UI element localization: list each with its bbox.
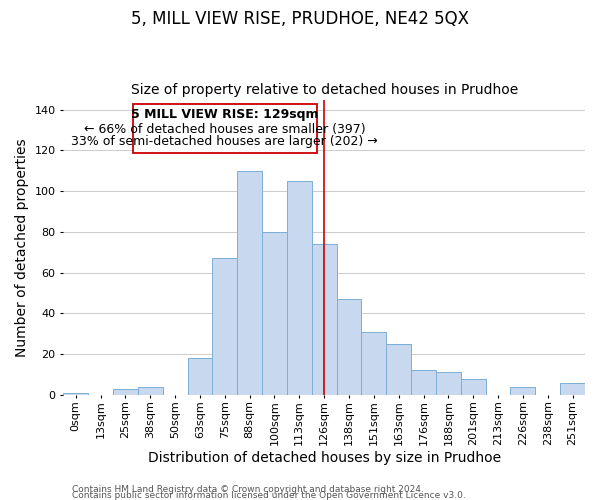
Y-axis label: Number of detached properties: Number of detached properties [15,138,29,356]
Bar [436,372,461,395]
Bar [312,244,337,395]
Text: Contains public sector information licensed under the Open Government Licence v3: Contains public sector information licen… [72,491,466,500]
Text: Contains HM Land Registry data © Crown copyright and database right 2024.: Contains HM Land Registry data © Crown c… [72,484,424,494]
Bar [361,332,386,395]
Bar [212,258,237,395]
Bar [64,393,88,395]
Bar [337,299,361,395]
Bar [287,181,312,395]
Bar [560,382,585,395]
Bar [386,344,411,395]
Text: ← 66% of detached houses are smaller (397): ← 66% of detached houses are smaller (39… [84,122,365,136]
Bar [461,378,485,395]
X-axis label: Distribution of detached houses by size in Prudhoe: Distribution of detached houses by size … [148,451,501,465]
Text: 5 MILL VIEW RISE: 129sqm: 5 MILL VIEW RISE: 129sqm [131,108,319,121]
Text: 33% of semi-detached houses are larger (202) →: 33% of semi-detached houses are larger (… [71,136,378,148]
Bar [138,386,163,395]
Bar [411,370,436,395]
Bar [237,171,262,395]
Bar [188,358,212,395]
Bar [511,386,535,395]
FancyBboxPatch shape [133,104,317,152]
Text: 5, MILL VIEW RISE, PRUDHOE, NE42 5QX: 5, MILL VIEW RISE, PRUDHOE, NE42 5QX [131,10,469,28]
Bar [113,389,138,395]
Title: Size of property relative to detached houses in Prudhoe: Size of property relative to detached ho… [131,83,518,97]
Bar [262,232,287,395]
